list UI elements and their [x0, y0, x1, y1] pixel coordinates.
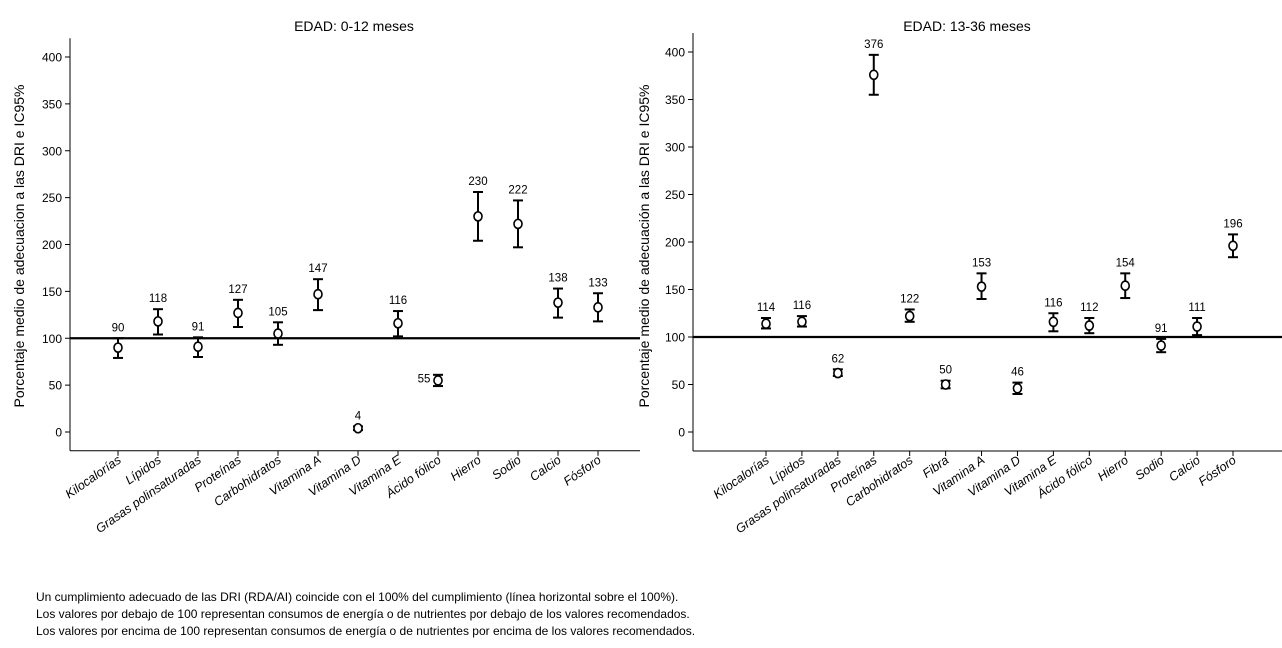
data-point: [1228, 240, 1238, 252]
y-tick-label: 0: [678, 426, 685, 440]
chart-title: EDAD: 13-36 meses: [903, 18, 1031, 34]
data-label: 116: [1044, 297, 1062, 309]
x-tick-label: Calcio: [527, 453, 564, 484]
data-point: [833, 367, 843, 379]
y-tick-label: 150: [42, 285, 62, 299]
data-label: 154: [1116, 257, 1136, 269]
data-label: 376: [864, 39, 883, 51]
data-label: 230: [468, 176, 487, 188]
data-label: 50: [939, 365, 952, 377]
data-label: 127: [228, 284, 247, 296]
data-point: [1048, 316, 1059, 328]
y-tick-label: 250: [665, 188, 685, 202]
x-tick-label: Hierro: [1095, 453, 1131, 484]
x-tick-label: Kilocalorías: [711, 453, 772, 502]
y-axis-label: Porcentaje medio de adecuación a las DRI…: [636, 85, 652, 408]
data-point: [393, 317, 403, 329]
data-point: [1012, 382, 1023, 394]
data-point: [313, 288, 323, 300]
footnotes: Un cumplimiento adecuado de las DRI (RDA…: [36, 589, 1236, 640]
data-label: 122: [900, 293, 919, 305]
data-point: [1084, 320, 1095, 331]
data-point: [868, 69, 879, 81]
data-point: [113, 342, 123, 353]
chart-title: EDAD: 0-12 meses: [294, 18, 414, 34]
data-point: [513, 218, 523, 230]
y-tick-label: 100: [42, 332, 62, 346]
x-tick-label: Kilocalorías: [63, 453, 124, 502]
chart-panel-1: EDAD: 0-12 meses Porcentaje medio de adec…: [11, 18, 640, 536]
data-point: [273, 328, 283, 339]
data-point: [233, 307, 243, 319]
data-label: 133: [588, 277, 607, 289]
data-label: 147: [308, 263, 327, 275]
y-tick-label: 350: [42, 97, 62, 111]
data-point: [976, 281, 987, 292]
data-label: 153: [972, 257, 991, 269]
data-label: 116: [793, 300, 811, 312]
data-point: [797, 316, 807, 328]
data-point: [353, 422, 363, 434]
data-label: 111: [1188, 302, 1205, 314]
data-point: [1156, 340, 1166, 351]
y-tick-label: 100: [665, 331, 685, 345]
data-label: 62: [831, 353, 844, 365]
x-tick-label: Sodio: [1133, 453, 1167, 483]
footnote-2: Los valores por debajo de 100 representa…: [36, 607, 690, 621]
y-tick-label: 250: [42, 191, 62, 205]
data-point: [940, 379, 951, 390]
x-tick-label: Fósforo: [1196, 453, 1239, 489]
data-label: 91: [1155, 323, 1168, 335]
data-label: 46: [1011, 367, 1024, 379]
y-tick-label: 300: [42, 144, 62, 158]
data-label: 138: [548, 273, 567, 285]
y-tick-label: 150: [665, 283, 685, 297]
data-point: [153, 316, 163, 327]
data-point: [473, 211, 483, 222]
data-point: [553, 297, 563, 308]
data-point: [761, 318, 771, 330]
y-tick-label: 400: [42, 51, 62, 65]
data-label: 90: [112, 322, 125, 334]
data-point: [1192, 321, 1202, 332]
data-label: 55: [418, 373, 431, 385]
data-label: 116: [389, 295, 407, 307]
data-label: 91: [192, 321, 205, 333]
footnote-1: Un cumplimiento adecuado de las DRI (RDA…: [36, 590, 679, 604]
y-tick-label: 50: [49, 379, 63, 393]
y-tick-label: 200: [665, 236, 685, 250]
data-label: 105: [268, 306, 287, 318]
chart-panel-2: EDAD: 13-36 meses Porcentaje medio de ade…: [636, 18, 1282, 536]
data-point: [193, 341, 203, 352]
y-tick-label: 350: [665, 93, 685, 107]
data-point: [433, 375, 443, 386]
data-label: 112: [1080, 302, 1098, 314]
x-tick-label: Sodio: [489, 453, 523, 483]
data-point: [904, 310, 915, 322]
data-label: 118: [149, 293, 167, 305]
y-tick-label: 300: [665, 141, 685, 155]
x-tick-label: Hierro: [448, 453, 484, 484]
data-point: [593, 302, 603, 313]
y-tick-label: 0: [55, 426, 62, 440]
x-tick-label: Fósforo: [561, 453, 604, 489]
y-tick-label: 200: [42, 238, 62, 252]
data-label: 196: [1223, 218, 1242, 230]
data-point: [1120, 280, 1131, 292]
data-label: 114: [757, 302, 776, 314]
data-label: 4: [355, 410, 362, 422]
y-tick-label: 400: [665, 46, 685, 60]
footnote-3: Los valores por encima de 100 representa…: [36, 624, 696, 638]
y-axis-label: Porcentaje medio de adecuacion a las DRI…: [11, 85, 27, 408]
data-label: 222: [508, 184, 527, 196]
y-tick-label: 50: [672, 378, 686, 392]
